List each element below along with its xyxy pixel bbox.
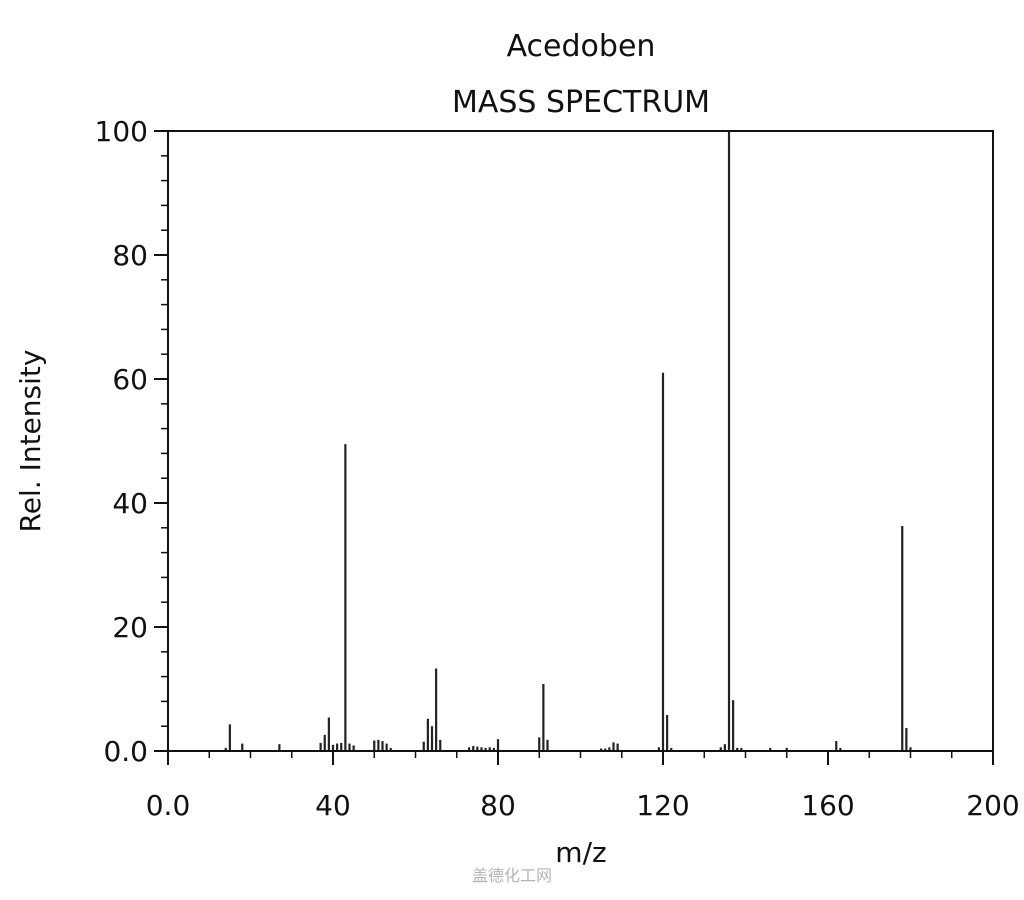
x-axis-label: m/z bbox=[555, 836, 606, 869]
x-tick-label: 160 bbox=[801, 789, 854, 822]
y-tick-label: 80 bbox=[112, 239, 148, 272]
x-tick-label: 120 bbox=[636, 789, 689, 822]
watermark-text: 盖德化工网 bbox=[471, 866, 552, 885]
x-tick-label: 80 bbox=[480, 789, 516, 822]
x-tick-label: 0.0 bbox=[146, 789, 191, 822]
x-tick-label: 40 bbox=[315, 789, 351, 822]
spectrum-peaks bbox=[224, 131, 912, 751]
x-tick-label: 200 bbox=[966, 789, 1019, 822]
y-tick-label: 40 bbox=[112, 487, 148, 520]
chart-subtitle: MASS SPECTRUM bbox=[452, 85, 710, 120]
axis-ticks: 0.0 40 80 120 160 200 0.0 20 40 60 80 100 bbox=[95, 115, 1020, 822]
y-tick-label: 60 bbox=[112, 363, 148, 396]
y-tick-label: 100 bbox=[95, 115, 148, 148]
plot-frame bbox=[167, 130, 994, 752]
chart-title: Acedoben bbox=[507, 29, 656, 64]
y-tick-label: 20 bbox=[112, 611, 148, 644]
y-tick-label: 0.0 bbox=[103, 735, 148, 768]
y-axis-label: Rel. Intensity bbox=[14, 350, 47, 533]
